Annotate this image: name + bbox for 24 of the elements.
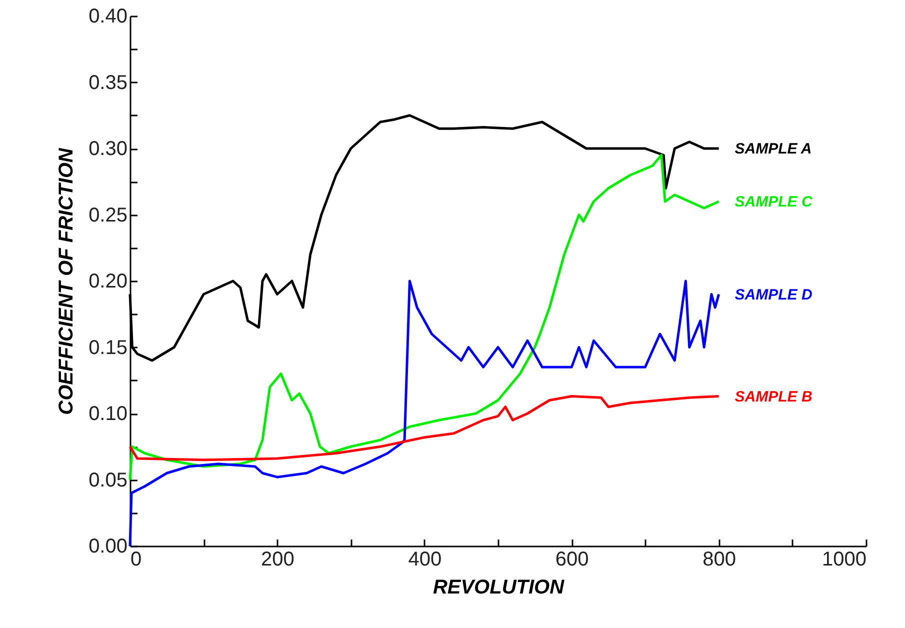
y-tick-label: 0.30 [88,138,128,160]
x-tick-label: 800 [702,548,736,570]
y-tick-label: 0.10 [88,403,128,425]
series-label: SAMPLE D [734,286,812,304]
series-label: SAMPLE A [734,140,812,158]
y-axis-title: COEFFICIENT OF FRICTION [56,148,78,415]
x-axis-title: REVOLUTION [432,576,565,598]
series-label: SAMPLE B [734,388,812,406]
y-tick-label: 0.15 [88,336,128,359]
line-series [128,154,720,481]
x-tick-label: 200 [261,548,294,570]
line-series [128,280,720,548]
y-tick-label: 0.05 [88,469,128,492]
y-tick-label: 0.00 [88,536,128,558]
y-tick-label: 0.40 [88,6,128,28]
y-tick-label: 0.25 [88,204,128,226]
x-tick-label: 0 [130,548,142,570]
x-tick-label: 600 [555,548,589,570]
x-tick-label: 400 [408,548,442,570]
line-series [128,395,720,462]
y-tick-label: 0.35 [88,72,128,94]
x-tick-label: 1000 [822,548,866,570]
y-tick-label: 0.20 [88,270,128,292]
series-label: SAMPLE C [734,194,814,210]
